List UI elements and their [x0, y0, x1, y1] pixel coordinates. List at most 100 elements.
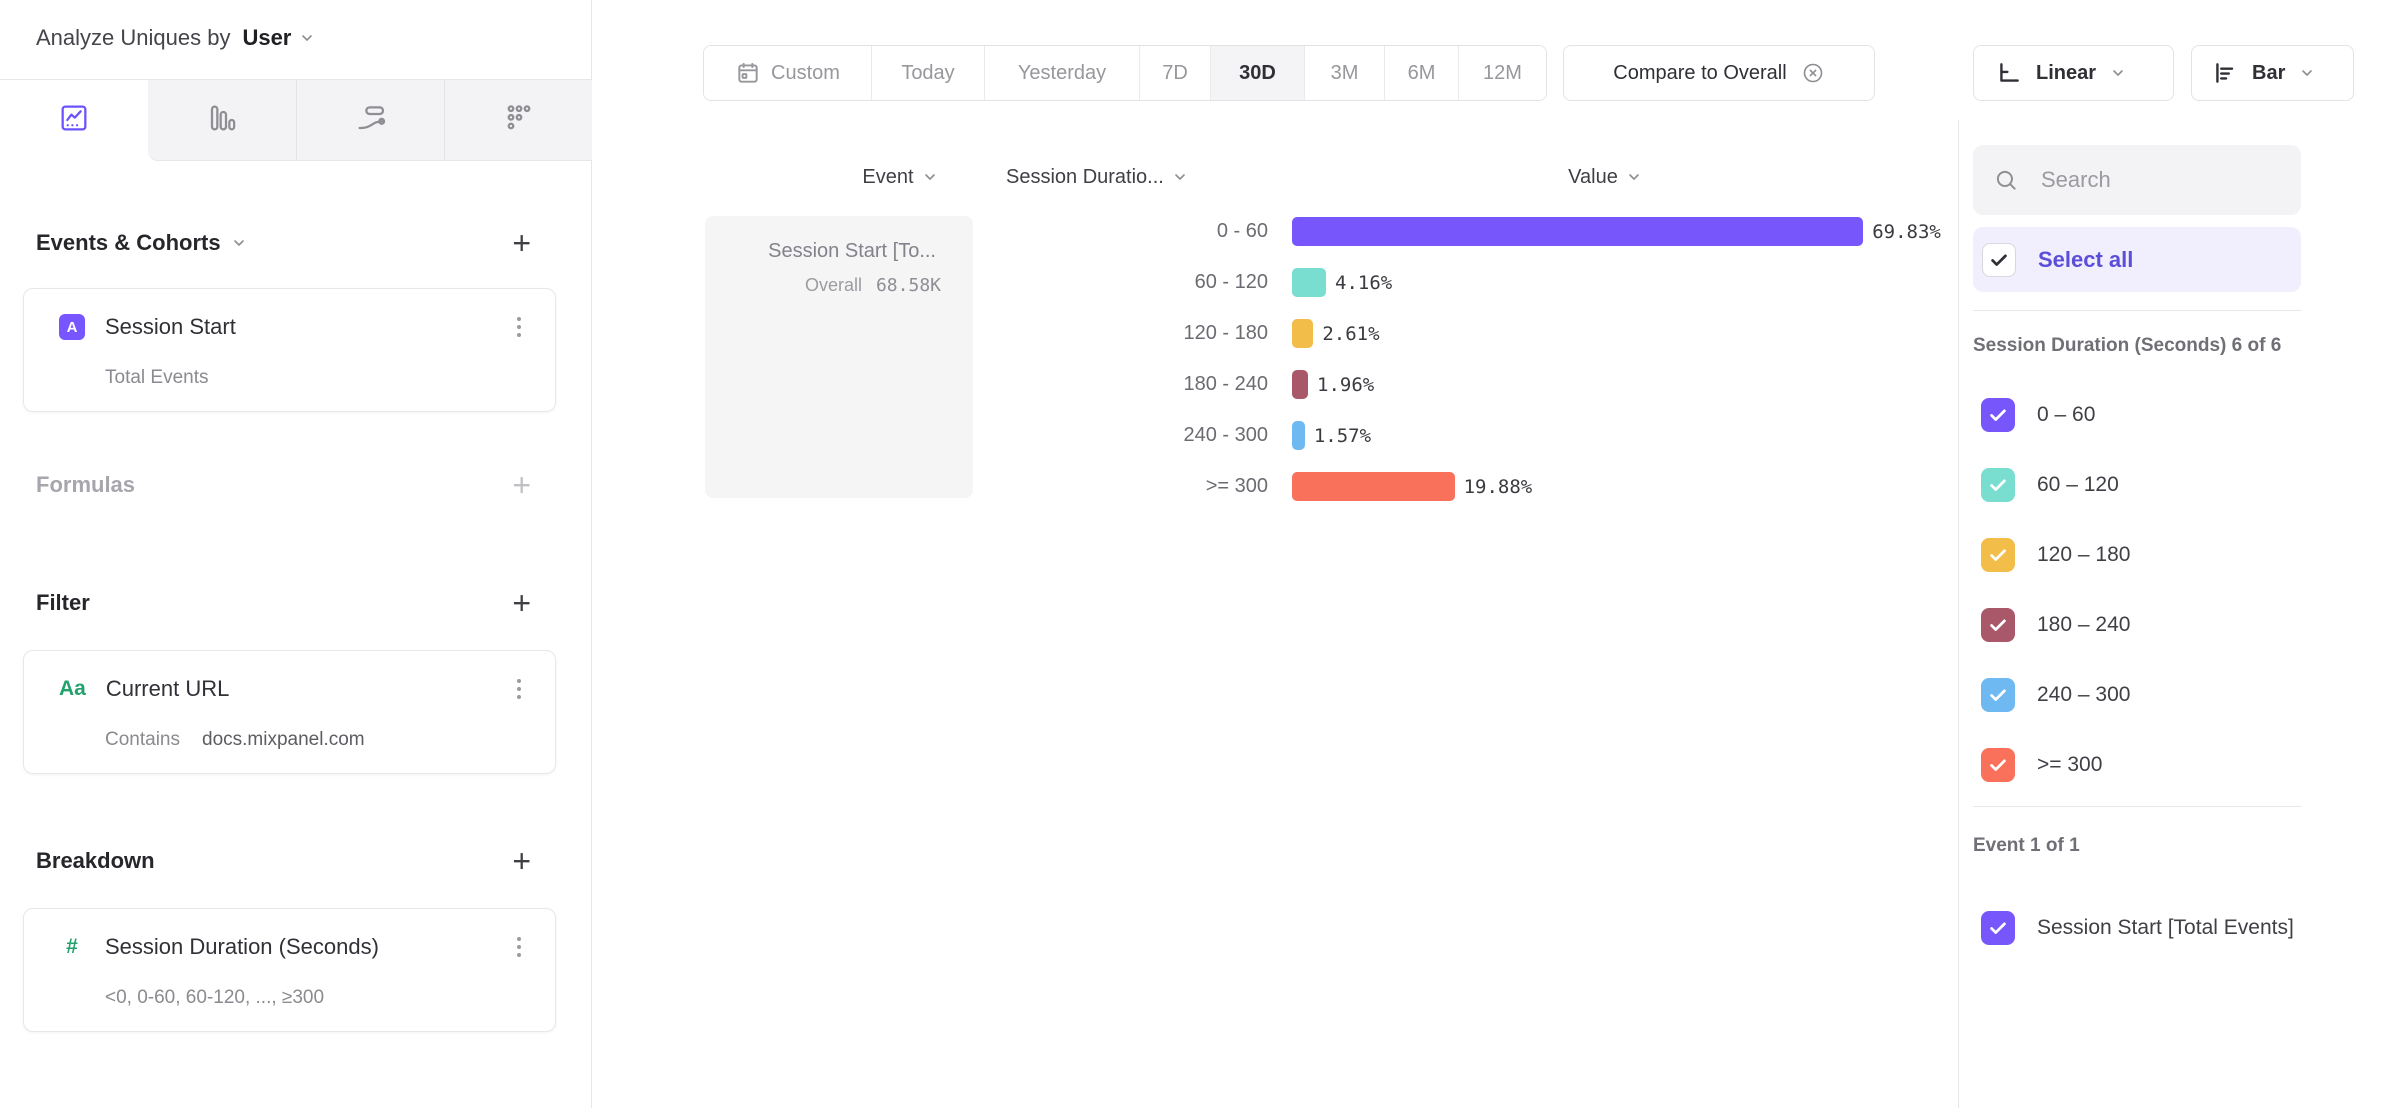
- tab-flow[interactable]: [296, 80, 444, 161]
- select-all-row[interactable]: Select all: [1973, 227, 2301, 292]
- search-icon: [1993, 167, 2019, 193]
- chart-row-120-180: 120 - 180 2.61%: [991, 308, 1941, 359]
- bar-value-label: 2.61%: [1322, 322, 1380, 345]
- overall-label: Overall: [804, 275, 862, 295]
- date-range-yesterday[interactable]: Yesterday: [984, 46, 1139, 100]
- legend-item[interactable]: Session Start [Total Events]: [1973, 885, 2398, 971]
- flow-icon: [355, 102, 387, 139]
- numeric-property-icon: #: [66, 935, 78, 958]
- event-row-cell[interactable]: Session Start [To... Overall 68.58K: [705, 216, 973, 498]
- bar-segment[interactable]: [1292, 268, 1327, 297]
- legend-group-label: Event 1 of 1: [1973, 835, 2080, 857]
- bar-value-label: 1.57%: [1313, 424, 1372, 447]
- scale-label: Linear: [2036, 61, 2097, 84]
- select-all-checkbox[interactable]: [1982, 242, 2016, 277]
- legend-item-list: 0 – 60 60 – 120 120 – 180 180 – 240 240 – 30…: [1973, 380, 2398, 800]
- breakdown-section-header: Breakdown +: [36, 843, 531, 879]
- add-formula-button[interactable]: +: [512, 467, 531, 503]
- events-section-title[interactable]: Events & Cohorts: [36, 230, 247, 256]
- events-section-header: Events & Cohorts +: [36, 225, 531, 261]
- chevron-down-icon: [922, 169, 938, 185]
- scale-dropdown[interactable]: Linear: [1973, 45, 2174, 101]
- column-header-breakdown[interactable]: Session Duratio...: [1006, 163, 1188, 191]
- tab-insights-chart[interactable]: [0, 80, 148, 161]
- legend-item[interactable]: 0 – 60: [1973, 380, 2398, 450]
- legend-item-label: >= 300: [2037, 753, 2103, 777]
- legend-item-list: Session Start [Total Events]: [1973, 885, 2398, 971]
- date-range-30d[interactable]: 30D: [1210, 46, 1304, 100]
- legend-checkbox[interactable]: [1981, 678, 2015, 713]
- legend-checkbox[interactable]: [1981, 910, 2015, 945]
- breakdown-card-title: Session Duration (Seconds): [105, 934, 379, 959]
- chart-row-60-120: 60 - 120 4.16%: [991, 257, 1941, 308]
- tab-retention-dots[interactable]: [444, 80, 592, 161]
- add-event-button[interactable]: +: [512, 225, 531, 261]
- chevron-down-icon: [1626, 169, 1642, 185]
- tab-bar-chart[interactable]: [148, 80, 296, 161]
- filter-card-condition[interactable]: Contains docs.mixpanel.com: [105, 729, 525, 751]
- add-breakdown-button[interactable]: +: [512, 843, 531, 879]
- legend-groups: Session Duration (Seconds) 6 of 6 0 – 60 6…: [1973, 310, 2398, 971]
- breakdown-card-buckets[interactable]: <0, 0-60, 60-120, ..., ≥300: [105, 987, 325, 1008]
- kebab-menu-icon[interactable]: [513, 313, 525, 341]
- kebab-menu-icon[interactable]: [513, 675, 525, 703]
- legend-checkbox[interactable]: [1981, 608, 2015, 643]
- date-range-6m[interactable]: 6M: [1384, 46, 1458, 100]
- formulas-section-header: Formulas +: [36, 467, 531, 503]
- filter-operator: Contains: [105, 729, 180, 750]
- bar-chart-type-icon: [2212, 60, 2238, 86]
- chevron-down-icon: [2299, 65, 2315, 81]
- legend-checkbox[interactable]: [1981, 748, 2015, 783]
- legend-item[interactable]: 240 – 300: [1973, 660, 2398, 730]
- filter-card-current-url[interactable]: Aa Current URL Contains docs.mixpanel.co…: [23, 650, 556, 774]
- legend-item-label: 240 – 300: [2037, 683, 2131, 707]
- overall-value: 68.58K: [875, 275, 941, 296]
- bar-segment[interactable]: [1292, 472, 1455, 501]
- legend-checkbox[interactable]: [1981, 538, 2015, 573]
- date-range-custom[interactable]: Custom: [704, 46, 871, 100]
- bar-segment[interactable]: [1292, 421, 1305, 450]
- linear-scale-icon: [1996, 60, 2022, 86]
- add-filter-button[interactable]: +: [512, 585, 531, 621]
- event-card-title: Session Start: [105, 314, 236, 339]
- filter-card-title: Current URL: [105, 676, 230, 701]
- formulas-section-title: Formulas: [36, 472, 136, 497]
- chevron-down-icon: [231, 235, 247, 251]
- divider: [1973, 310, 2301, 311]
- search-input[interactable]: [2041, 167, 2329, 193]
- bar-category-label: 120 - 180: [1183, 322, 1268, 344]
- column-header-value[interactable]: Value: [1530, 163, 1680, 191]
- legend-item[interactable]: 120 – 180: [1973, 520, 2398, 590]
- legend-item[interactable]: >= 300: [1973, 730, 2398, 800]
- date-range-12m[interactable]: 12M: [1458, 46, 1546, 100]
- bar-segment[interactable]: [1292, 217, 1864, 246]
- legend-item-label: 0 – 60: [2037, 403, 2096, 427]
- analyze-by-dropdown[interactable]: User: [242, 25, 315, 51]
- legend-item[interactable]: 180 – 240: [1973, 590, 2398, 660]
- bar-category-label: 240 - 300: [1183, 424, 1268, 446]
- bar-category-label: 180 - 240: [1183, 373, 1268, 395]
- event-card-measure[interactable]: Total Events: [105, 367, 209, 388]
- bar-value-label: 19.88%: [1463, 475, 1533, 498]
- horizontal-bar-chart: 0 - 60 69.83% 60 - 120 4.16% 120 - 180 2.61% 1…: [991, 206, 1941, 512]
- event-card-session-start[interactable]: A Session Start Total Events: [23, 288, 556, 412]
- column-header-event[interactable]: Event: [830, 163, 970, 191]
- chart-type-dropdown[interactable]: Bar: [2191, 45, 2354, 101]
- date-range-today[interactable]: Today: [871, 46, 984, 100]
- compare-to-overall-button[interactable]: Compare to Overall: [1563, 45, 1875, 101]
- legend-checkbox[interactable]: [1981, 398, 2015, 433]
- date-range-7d[interactable]: 7D: [1139, 46, 1210, 100]
- bar-segment[interactable]: [1292, 319, 1314, 348]
- bar-category-label: >= 300: [1205, 475, 1268, 497]
- remove-compare-icon[interactable]: [1801, 61, 1825, 85]
- date-range-3m[interactable]: 3M: [1304, 46, 1384, 100]
- kebab-menu-icon[interactable]: [513, 933, 525, 961]
- legend-item[interactable]: 60 – 120: [1973, 450, 2398, 520]
- string-property-icon: Aa: [59, 677, 86, 700]
- breakdown-card-session-duration[interactable]: # Session Duration (Seconds) <0, 0-60, 6…: [23, 908, 556, 1032]
- chevron-down-icon: [299, 30, 315, 46]
- chart-row-180-240: 180 - 240 1.96%: [991, 359, 1941, 410]
- legend-panel: Select all Session Duration (Seconds) 6 …: [1958, 120, 2398, 1108]
- bar-segment[interactable]: [1292, 370, 1309, 399]
- legend-checkbox[interactable]: [1981, 468, 2015, 503]
